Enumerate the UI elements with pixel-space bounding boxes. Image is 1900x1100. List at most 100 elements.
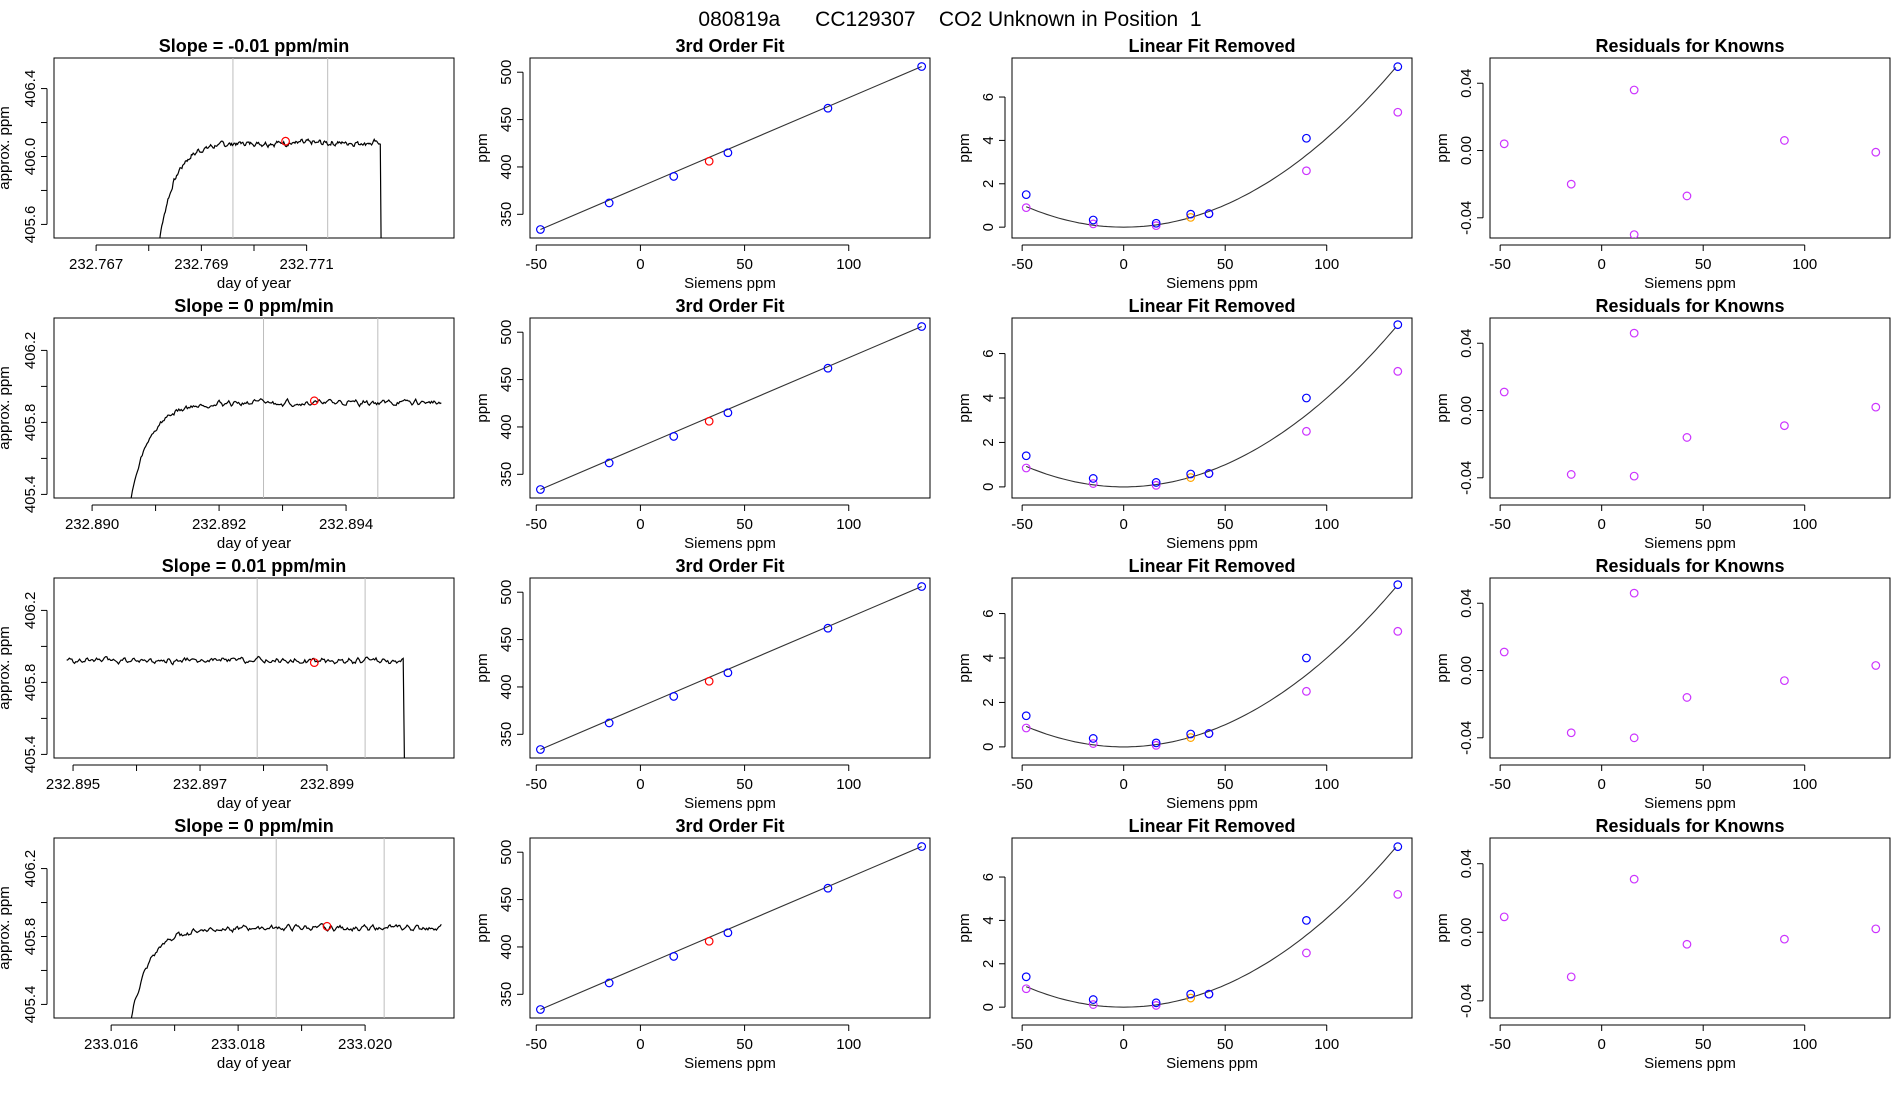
purple-point	[1871, 402, 1881, 412]
y-axis-label: approx. ppm	[0, 626, 13, 709]
plot-frame	[1011, 57, 1413, 239]
blue-point	[723, 928, 733, 938]
blue-point	[1088, 734, 1098, 743]
plot-frame	[1011, 837, 1413, 1019]
purple-point	[1629, 588, 1639, 598]
y-tick-label: 500	[498, 60, 515, 85]
y-tick-label: 0.00	[1458, 136, 1475, 165]
y-tick-label: 400	[498, 934, 515, 959]
x-tick-label: 100	[1314, 516, 1339, 533]
purple-point	[1151, 480, 1161, 490]
blue-point	[917, 842, 927, 851]
panel-title: Residuals for Knowns	[1595, 556, 1784, 576]
y-tick-label: 406.2	[22, 850, 39, 888]
purple-point	[1871, 924, 1881, 934]
x-tick-label: 100	[1792, 516, 1817, 533]
x-axis-label: Siemens ppm	[684, 1055, 776, 1072]
blue-point	[1302, 133, 1311, 143]
y-tick-label: -0.04	[1458, 721, 1475, 755]
purple-point	[1151, 221, 1161, 231]
purple-point	[1302, 166, 1311, 176]
y-tick-label: 405.8	[22, 664, 39, 702]
purple-point	[1682, 693, 1692, 702]
x-tick-label: 50	[736, 1036, 753, 1053]
plot-frame	[1489, 317, 1891, 499]
purple-point	[1302, 948, 1311, 958]
y-tick-label: 0.04	[1458, 849, 1475, 878]
y-tick-label: 350	[498, 462, 515, 487]
y-tick-label: 2	[980, 438, 997, 446]
blue-point	[823, 363, 833, 373]
plot-area	[1499, 874, 1881, 982]
x-tick-label: 50	[1695, 776, 1712, 793]
purple-point	[1871, 147, 1881, 157]
blue-point	[1204, 989, 1214, 999]
y-axis-label: ppm	[956, 133, 973, 162]
x-axis-label: Siemens ppm	[1644, 535, 1736, 552]
y-tick-label: 500	[498, 320, 515, 345]
blue-point	[669, 432, 679, 441]
plot-area	[130, 318, 442, 498]
y-tick-label: -0.04	[1458, 461, 1475, 495]
fit-line	[540, 66, 922, 230]
x-tick-label: 0	[636, 1036, 644, 1053]
y-tick-label: 0	[980, 223, 997, 231]
panel-r2-c0: Slope = 0.01 ppm/min 232.895 232.897 232.89…	[0, 556, 455, 812]
blue-point	[917, 582, 927, 591]
panel-r2-c3: Residuals for Knowns -50 0 50 100 Siemens ppm…	[1434, 556, 1891, 812]
x-tick-label: 50	[1695, 516, 1712, 533]
y-tick-label: 450	[498, 887, 515, 912]
fit-line	[540, 326, 922, 490]
x-tick-label: 0	[1598, 516, 1606, 533]
y-tick-label: 500	[498, 580, 515, 605]
x-tick-label: -50	[525, 1036, 547, 1053]
blue-point	[1302, 916, 1311, 925]
plot-frame	[529, 317, 931, 499]
y-tick-label: 450	[498, 107, 515, 132]
x-axis-label: Siemens ppm	[684, 275, 776, 292]
x-axis-label: day of year	[217, 535, 291, 552]
blue-point	[1151, 738, 1161, 748]
plot-frame	[1489, 577, 1891, 759]
x-tick-label: 232.894	[319, 516, 373, 533]
x-tick-label: 100	[836, 516, 861, 533]
x-tick-label: 0	[636, 516, 644, 533]
x-tick-label: -50	[1011, 516, 1033, 533]
x-tick-label: 50	[1217, 1036, 1234, 1053]
x-tick-label: -50	[525, 776, 547, 793]
figure-title: 080819a CC129307 CO2 Unknown in Position…	[698, 8, 1201, 31]
blue-point	[823, 883, 833, 893]
y-tick-label: 6	[980, 609, 997, 617]
plot-area	[66, 578, 405, 758]
ppm-trace	[130, 397, 442, 498]
x-tick-label: 233.016	[84, 1036, 138, 1053]
x-tick-label: 233.018	[211, 1036, 265, 1053]
plot-frame	[53, 837, 455, 1019]
blue-point	[669, 692, 679, 701]
x-axis-label: Siemens ppm	[1166, 1055, 1258, 1072]
blue-point	[1021, 190, 1031, 200]
panel-r2-c2: Linear Fit Removed -50 0 50 100 Siemens ppm 0 2…	[956, 556, 1413, 812]
y-axis-label: ppm	[1434, 653, 1451, 682]
x-tick-label: 50	[1217, 256, 1234, 273]
blue-point	[604, 978, 614, 988]
y-tick-label: 4	[980, 136, 997, 144]
orange-point	[1186, 733, 1196, 742]
blue-point	[604, 458, 614, 468]
y-axis-label: ppm	[474, 913, 491, 942]
orange-point	[1186, 993, 1196, 1003]
purple-point	[1088, 479, 1098, 488]
blue-point	[536, 745, 545, 754]
blue-point	[536, 225, 545, 234]
y-tick-label: 406.4	[22, 70, 39, 108]
y-axis-label: ppm	[1434, 133, 1451, 162]
plot-frame	[1011, 577, 1413, 759]
sample-marker	[281, 136, 290, 146]
blue-point	[823, 103, 833, 113]
y-tick-label: 2	[980, 698, 997, 706]
y-tick-label: 6	[980, 93, 997, 101]
sample-marker	[322, 921, 332, 931]
panel-title: 3rd Order Fit	[675, 36, 784, 56]
purple-point	[1566, 179, 1576, 189]
